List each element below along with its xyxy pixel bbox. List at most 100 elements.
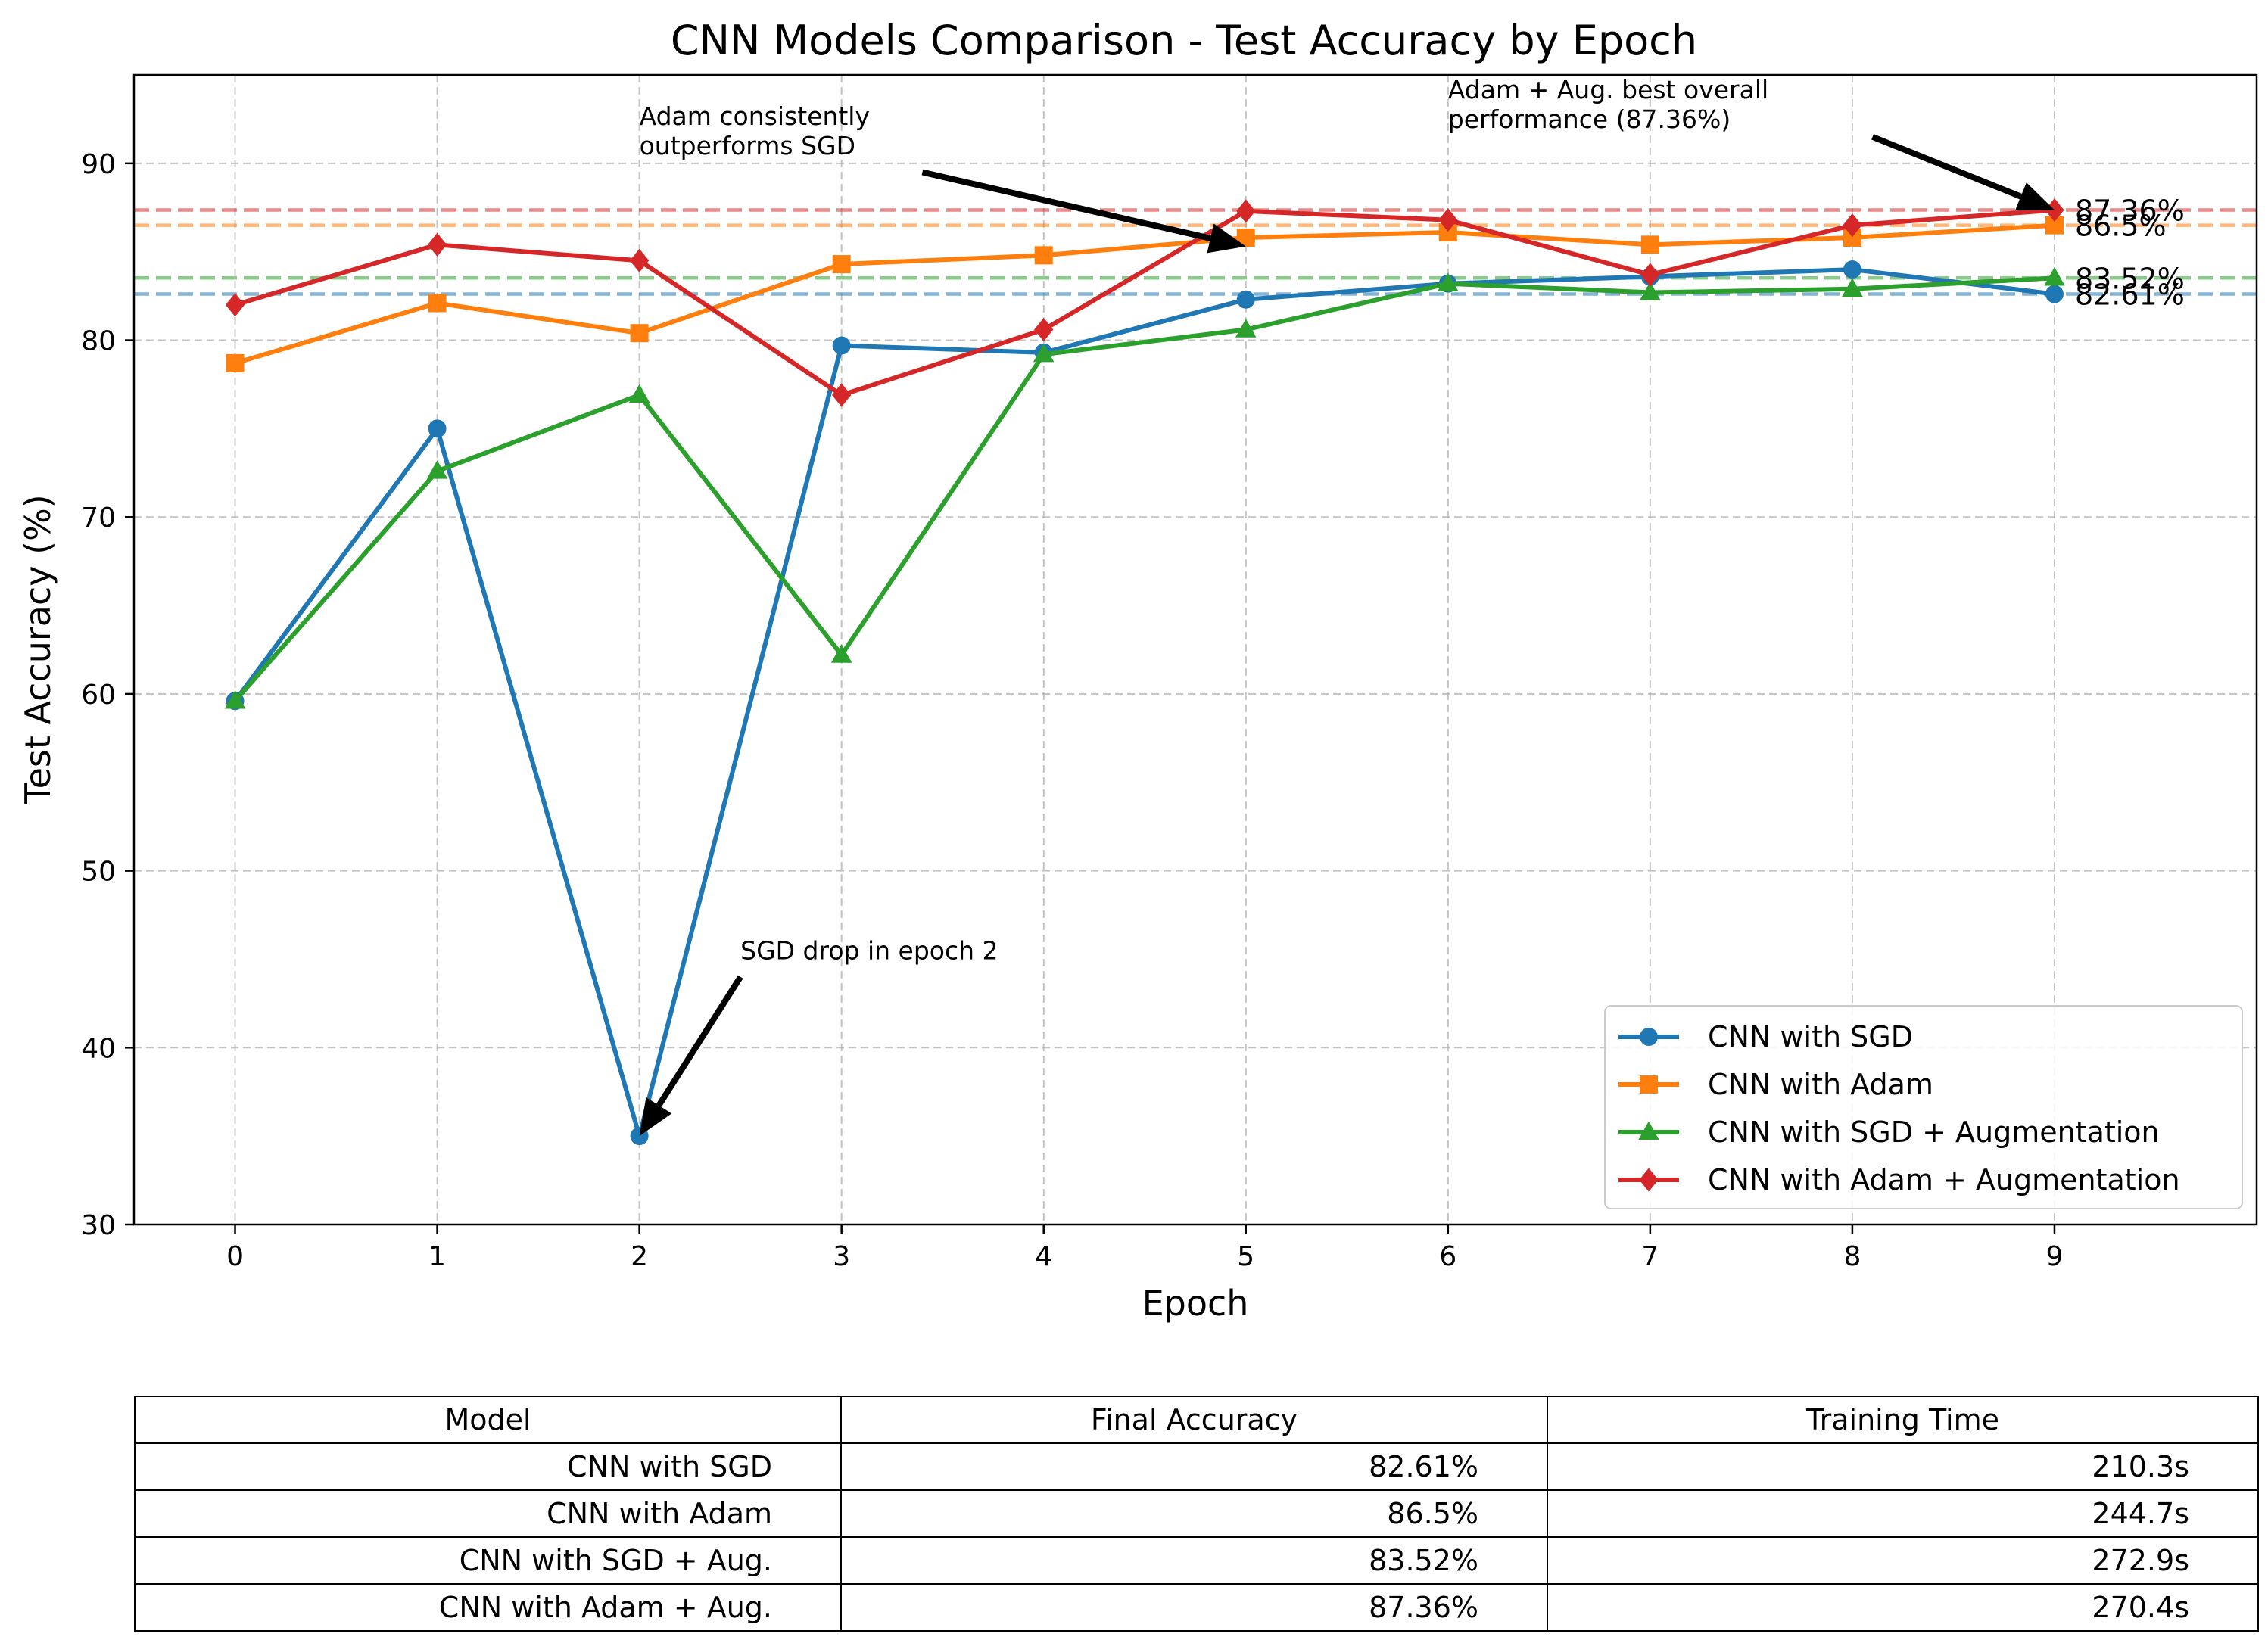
table-cell-model: CNN with SGD bbox=[134, 1442, 842, 1491]
table-cell-time: 272.9s bbox=[1547, 1536, 2259, 1585]
data-point bbox=[226, 353, 245, 372]
y-tick-label: 60 bbox=[81, 680, 116, 711]
legend-label: CNN with Adam + Augmentation bbox=[1708, 1163, 2180, 1196]
y-tick-label: 40 bbox=[81, 1033, 116, 1064]
x-tick-label: 7 bbox=[1641, 1241, 1659, 1272]
final-value-labels: 82.61% 86.5% 83.52% 87.36% bbox=[2075, 194, 2185, 312]
plot-frame bbox=[132, 73, 2258, 1226]
table-cell-model: CNN with Adam bbox=[134, 1489, 842, 1538]
data-point bbox=[1640, 282, 1661, 300]
table-cell-accuracy: 87.36% bbox=[840, 1583, 1548, 1632]
x-tick-label: 5 bbox=[1237, 1241, 1254, 1272]
table-row: CNN with Adam 86.5% 244.7s bbox=[134, 1489, 2259, 1538]
reference-lines bbox=[134, 208, 2257, 296]
axis-ticks: 0 1 2 3 4 5 6 7 8 9 30 40 50 60 70 80 90 bbox=[81, 149, 2063, 1272]
data-point bbox=[224, 689, 246, 709]
data-point bbox=[630, 248, 650, 272]
table-row: CNN with Adam + Aug. 87.36% 270.4s bbox=[134, 1583, 2259, 1632]
x-tick-label: 1 bbox=[428, 1241, 446, 1272]
data-point bbox=[2045, 285, 2064, 303]
data-point bbox=[1438, 208, 1458, 232]
data-point bbox=[1438, 272, 1459, 291]
data-point bbox=[2044, 266, 2065, 286]
annotation-text: Adam consistently bbox=[640, 101, 870, 131]
legend-label: CNN with SGD bbox=[1708, 1020, 1913, 1053]
legend-swatch-marker bbox=[1638, 1121, 1659, 1140]
legend-item: CNN with SGD + Augmentation bbox=[1618, 1116, 2160, 1149]
data-point bbox=[832, 383, 852, 407]
data-point bbox=[1843, 213, 1862, 238]
table-cell-accuracy: 83.52% bbox=[840, 1536, 1548, 1585]
table-row: CNN with SGD + Aug. 83.52% 272.9s bbox=[134, 1536, 2259, 1585]
series-line bbox=[234, 207, 2055, 397]
annotation-text: outperforms SGD bbox=[640, 131, 855, 160]
y-tick-label: 70 bbox=[81, 503, 116, 534]
data-point bbox=[428, 294, 447, 313]
legend-box bbox=[1604, 1005, 2243, 1209]
data-point bbox=[426, 460, 448, 479]
final-value-label: 83.52% bbox=[2075, 262, 2185, 295]
data-point bbox=[1235, 319, 1257, 338]
table-header-cell: Model bbox=[134, 1396, 842, 1444]
data-point bbox=[832, 336, 851, 355]
results-table: Model Final Accuracy Training Time CNN w… bbox=[134, 1396, 2259, 1632]
legend-label: CNN with SGD + Augmentation bbox=[1708, 1116, 2160, 1149]
y-axis-label: Test Accuracy (%) bbox=[17, 494, 58, 804]
x-tick-label: 8 bbox=[1843, 1241, 1861, 1272]
data-point bbox=[1843, 260, 1861, 279]
annotation-arrow-head bbox=[639, 1097, 672, 1137]
x-tick-label: 4 bbox=[1035, 1241, 1052, 1272]
table-header-cell: Final Accuracy bbox=[840, 1396, 1548, 1444]
data-point bbox=[630, 324, 649, 343]
x-tick-label: 0 bbox=[226, 1241, 244, 1272]
annotation-text: performance (87.36%) bbox=[1448, 104, 1731, 134]
series-line bbox=[234, 222, 2055, 366]
annotation-arrow-shaft bbox=[921, 169, 1211, 241]
legend: CNN with SGD CNN with Adam CNN with SGD + … bbox=[1604, 1005, 2243, 1209]
series-line bbox=[233, 267, 2055, 1139]
table-cell-model: CNN with Adam + Aug. bbox=[134, 1583, 842, 1632]
data-point bbox=[628, 384, 650, 403]
series bbox=[224, 266, 2065, 709]
data-point bbox=[830, 644, 852, 663]
data-point bbox=[1034, 317, 1054, 342]
series bbox=[225, 198, 2064, 407]
data-point bbox=[1236, 290, 1255, 309]
table-cell-accuracy: 86.5% bbox=[840, 1489, 1548, 1538]
final-value-label: 87.36% bbox=[2075, 194, 2185, 228]
y-tick-label: 90 bbox=[81, 149, 116, 180]
data-point bbox=[1640, 235, 1659, 254]
data-point bbox=[1640, 263, 1660, 287]
annotation-text: Adam + Aug. best overall bbox=[1448, 75, 1768, 104]
table-header-cell: Training Time bbox=[1547, 1396, 2259, 1444]
table-row: CNN with SGD 82.61% 210.3s bbox=[134, 1442, 2259, 1491]
legend-label: CNN with Adam bbox=[1708, 1068, 1933, 1101]
annotation: SGD drop in epoch 2 bbox=[639, 935, 998, 1137]
legend-item: CNN with Adam bbox=[1618, 1068, 1933, 1101]
x-tick-label: 6 bbox=[1439, 1241, 1456, 1272]
y-tick-label: 50 bbox=[81, 857, 116, 888]
table-cell-time: 210.3s bbox=[1547, 1442, 2259, 1491]
legend-swatch-marker bbox=[1639, 1168, 1659, 1192]
data-point bbox=[225, 293, 245, 317]
table-cell-accuracy: 82.61% bbox=[840, 1442, 1548, 1491]
x-axis-label: Epoch bbox=[1142, 1283, 1249, 1324]
data-point bbox=[1236, 199, 1256, 223]
legend-item: CNN with Adam + Augmentation bbox=[1618, 1163, 2180, 1196]
data-point bbox=[428, 419, 447, 438]
y-tick-label: 80 bbox=[81, 326, 116, 357]
data-point bbox=[1034, 246, 1053, 265]
table-cell-time: 244.7s bbox=[1547, 1489, 2259, 1538]
legend-swatch-marker bbox=[1640, 1028, 1658, 1046]
table-cell-time: 270.4s bbox=[1547, 1583, 2259, 1632]
annotation-arrow-head bbox=[1207, 223, 1246, 254]
table-cell-model: CNN with SGD + Aug. bbox=[134, 1536, 842, 1585]
x-tick-label: 2 bbox=[631, 1241, 648, 1272]
legend-swatch-marker bbox=[1640, 1075, 1658, 1094]
data-point bbox=[1033, 343, 1055, 363]
final-value-label: 86.5% bbox=[2075, 210, 2167, 243]
x-tick-label: 9 bbox=[2045, 1241, 2063, 1272]
